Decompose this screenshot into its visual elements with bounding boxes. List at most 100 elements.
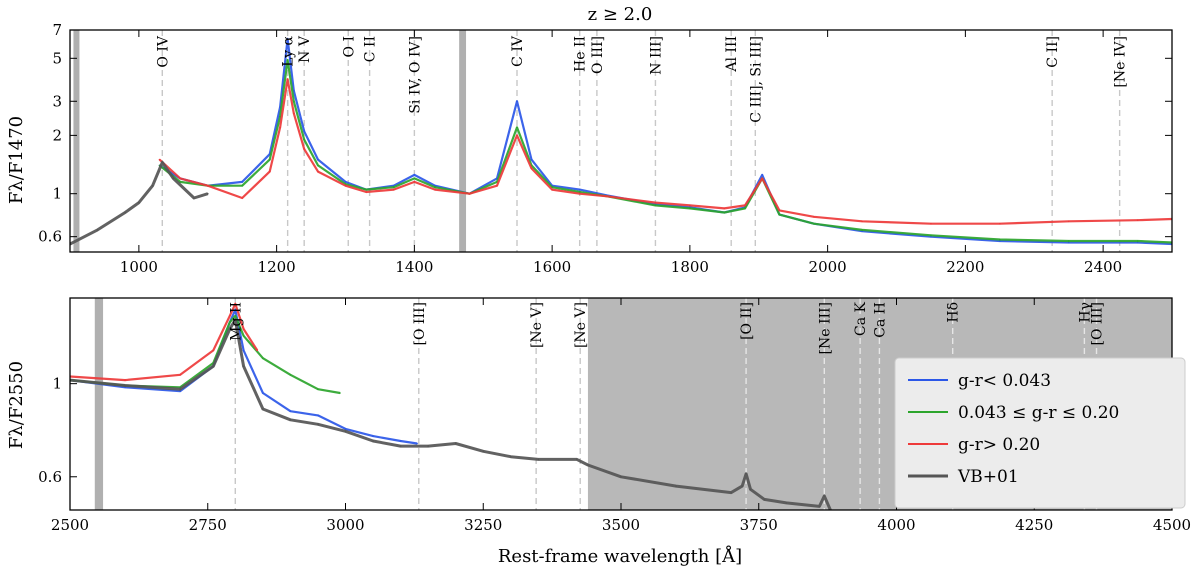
emission-line-label: Ly α: [281, 35, 297, 66]
plot-area: [70, 30, 1172, 252]
data-point: [530, 167, 533, 170]
data-point: [399, 445, 402, 447]
data-point: [179, 177, 181, 180]
data-point: [654, 201, 657, 204]
data-point: [179, 374, 181, 376]
y-tick-label: 0.6: [38, 228, 62, 246]
data-point: [234, 319, 237, 321]
data-point: [413, 174, 416, 176]
data-point: [229, 315, 231, 317]
data-point: [537, 458, 540, 461]
data-point: [413, 177, 416, 180]
data-point: [212, 365, 215, 368]
data-point: [675, 485, 677, 487]
data-point: [861, 229, 863, 231]
data-point: [344, 428, 347, 430]
data-point: [778, 213, 781, 216]
y-tick-label: 1: [52, 375, 62, 393]
x-tick-label: 2000: [809, 258, 847, 276]
x-axis-label: Rest-frame wavelength [Å]: [498, 545, 742, 567]
data-point: [516, 100, 518, 103]
data-point: [262, 357, 264, 360]
data-point: [242, 349, 245, 352]
data-point: [689, 204, 691, 207]
data-point: [317, 423, 319, 426]
data-point: [741, 485, 743, 487]
data-point: [158, 158, 161, 161]
data-point: [317, 170, 319, 173]
x-tick-label: 1000: [120, 258, 158, 276]
data-point: [293, 100, 295, 103]
data-point: [413, 181, 416, 183]
data-point: [179, 390, 181, 392]
data-point: [454, 442, 457, 445]
x-tick-label: 1200: [258, 258, 296, 276]
legend-label: 0.043 ≤ g-r ≤ 0.20: [958, 403, 1119, 423]
data-point: [761, 177, 763, 180]
legend-label: g-r< 0.043: [958, 371, 1051, 391]
masked-band: [73, 30, 80, 252]
x-tick-label: 1800: [671, 258, 709, 276]
data-point: [551, 188, 553, 191]
data-point: [317, 164, 319, 167]
emission-line-label: [O III]: [412, 302, 428, 345]
data-point: [1067, 220, 1070, 223]
data-point: [242, 335, 245, 337]
emission-line-label: [Ne V]: [573, 302, 589, 348]
data-point: [229, 321, 231, 324]
data-point: [606, 195, 608, 198]
data-point: [279, 115, 281, 118]
chart-title: z ≥ 2.0: [588, 4, 653, 25]
data-point: [242, 365, 245, 368]
data-point: [434, 186, 436, 188]
data-point: [818, 505, 821, 508]
data-point: [339, 392, 341, 394]
emission-line-label: [Ne IV]: [1113, 36, 1129, 88]
data-point: [730, 491, 732, 494]
y-axis-label-bottom: Fλ/F2550: [6, 361, 27, 449]
emission-line-label: Hγ: [1077, 302, 1093, 323]
emission-line-label: Mg II: [228, 302, 244, 341]
data-point: [761, 174, 763, 176]
y-tick-label: 0.6: [38, 468, 62, 486]
data-point: [516, 126, 518, 129]
legend: g-r< 0.043 0.043 ≤ g-r ≤ 0.20 g-r> 0.20 …: [894, 357, 1186, 509]
data-point: [293, 112, 295, 115]
x-tick-label: 4250: [1015, 516, 1053, 534]
data-point: [286, 78, 289, 80]
data-point: [468, 192, 471, 195]
data-point: [416, 442, 418, 445]
data-point: [212, 349, 215, 352]
data-point: [262, 392, 264, 394]
data-point: [207, 184, 209, 187]
data-point: [289, 419, 292, 421]
data-point: [241, 184, 243, 187]
data-point: [241, 197, 243, 199]
data-point: [654, 204, 657, 207]
data-point: [530, 158, 533, 161]
data-point: [268, 170, 271, 173]
data-point: [427, 445, 430, 447]
data-point: [587, 464, 589, 466]
data-point: [496, 184, 498, 187]
data-point: [365, 188, 368, 191]
x-tick-label: 3000: [326, 516, 364, 534]
data-point: [293, 89, 295, 92]
emission-line-label: Ca K: [853, 301, 869, 336]
emission-line-label: C II: [363, 36, 379, 62]
data-point: [317, 414, 319, 417]
emission-line-label: C II]: [1045, 36, 1061, 68]
emission-line-label: N III]: [648, 36, 664, 75]
data-point: [930, 234, 932, 237]
data-point: [620, 476, 622, 478]
data-point: [124, 384, 126, 387]
x-tick-label: 3500: [602, 516, 640, 534]
data-point: [578, 192, 581, 195]
data-point: [303, 148, 306, 150]
x-tick-label: 2400: [1084, 258, 1122, 276]
data-point: [96, 229, 99, 231]
data-point: [344, 430, 347, 433]
data-point: [813, 216, 815, 218]
